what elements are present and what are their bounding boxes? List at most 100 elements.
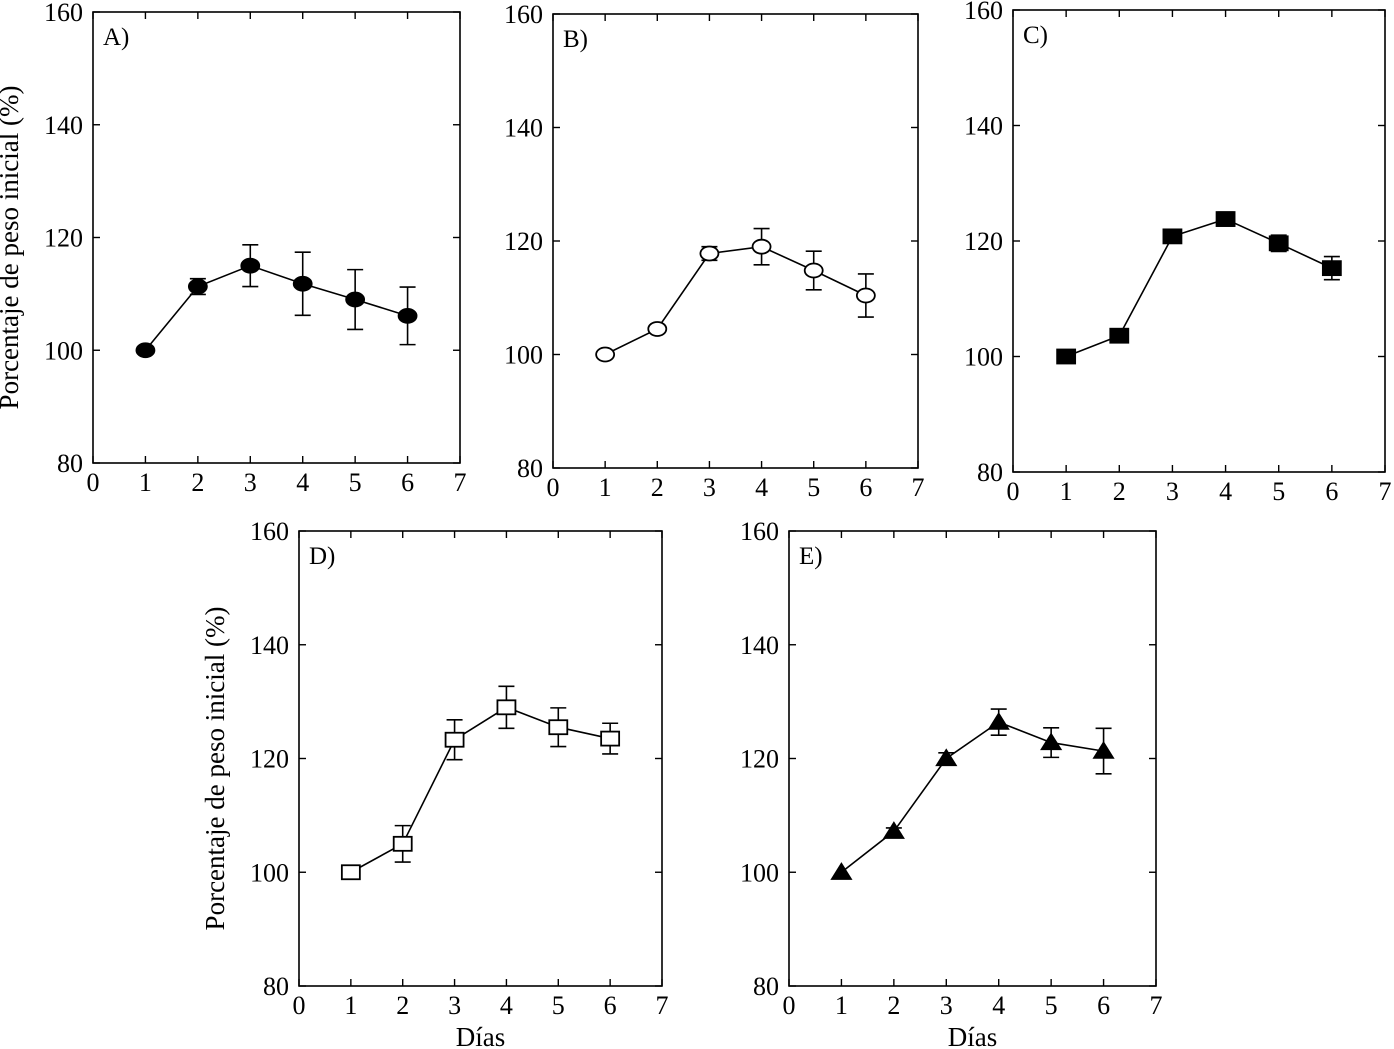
data-point bbox=[1162, 228, 1183, 245]
y-tick-label: 100 bbox=[740, 858, 779, 887]
x-tick-label: 1 bbox=[344, 991, 357, 1020]
data-point bbox=[187, 278, 208, 295]
x-tick-label: 2 bbox=[191, 468, 204, 497]
y-tick-label: 160 bbox=[964, 0, 1003, 25]
x-tick-label: 7 bbox=[656, 991, 669, 1020]
panel-label: E) bbox=[799, 543, 823, 570]
y-tick-label: 120 bbox=[964, 227, 1003, 256]
data-point bbox=[600, 730, 621, 747]
x-tick-label: 7 bbox=[1379, 477, 1392, 506]
panel-label: B) bbox=[563, 26, 588, 53]
data-point bbox=[1040, 732, 1063, 751]
plot-frame bbox=[1012, 9, 1386, 473]
chart-panel-b: 0 1 2 3 4 5 6 7 80 100 120 140 160 B) bbox=[504, 0, 925, 502]
series-line bbox=[144, 264, 408, 351]
chart-panel-c: 0 1 2 3 4 5 6 7 80 100 120 140 160 C) bbox=[964, 0, 1392, 506]
y-tick-label: 160 bbox=[44, 0, 83, 27]
y-tick-label: 120 bbox=[740, 745, 779, 774]
x-tick-label: 7 bbox=[912, 473, 925, 502]
data-point bbox=[340, 864, 361, 881]
data-point bbox=[345, 291, 366, 308]
plot-frame bbox=[552, 13, 919, 469]
data-point bbox=[751, 238, 772, 255]
data-point bbox=[1215, 211, 1236, 227]
x-tick-label: 5 bbox=[349, 468, 362, 497]
y-tick-label: 160 bbox=[740, 517, 779, 546]
y-tick-label: 120 bbox=[44, 224, 83, 253]
data-point bbox=[496, 699, 517, 716]
y-tick-label: 120 bbox=[504, 227, 543, 256]
y-tick-label: 140 bbox=[504, 114, 543, 143]
panel-label: A) bbox=[103, 24, 129, 51]
y-tick-label: 120 bbox=[250, 745, 289, 774]
x-tick-label: 7 bbox=[454, 468, 467, 497]
chart-panel-a: 0 1 2 3 4 5 6 7 80 100 120 140 160 A) Porcentaje de pe… bbox=[0, 0, 467, 497]
x-tick-label: 2 bbox=[1113, 477, 1126, 506]
y-axis-title: Porcentaje de peso inicial (%) bbox=[0, 86, 24, 410]
data-point bbox=[397, 307, 418, 324]
x-tick-label: 0 bbox=[87, 468, 100, 497]
x-tick-label: 2 bbox=[396, 991, 409, 1020]
data-point bbox=[444, 731, 465, 748]
x-tick-label: 6 bbox=[604, 991, 617, 1020]
data-point bbox=[935, 748, 958, 767]
data-point bbox=[135, 342, 156, 359]
data-point bbox=[830, 862, 853, 880]
x-tick-label: 0 bbox=[293, 991, 306, 1020]
x-tick-label: 4 bbox=[755, 473, 768, 502]
y-tick-label: 100 bbox=[964, 343, 1003, 372]
data-point bbox=[292, 275, 313, 292]
x-axis-title: Días bbox=[456, 1022, 506, 1049]
plot-frame bbox=[92, 11, 461, 464]
y-tick-label: 140 bbox=[740, 631, 779, 660]
x-tick-label: 1 bbox=[1060, 477, 1073, 506]
y-tick-label: 100 bbox=[250, 858, 289, 887]
x-tick-label: 7 bbox=[1150, 991, 1163, 1020]
y-tick-label: 80 bbox=[753, 972, 779, 1001]
x-tick-label: 3 bbox=[1166, 477, 1179, 506]
series-line bbox=[1065, 218, 1333, 358]
x-tick-label: 3 bbox=[448, 991, 461, 1020]
y-tick-label: 140 bbox=[44, 111, 83, 140]
x-tick-label: 0 bbox=[1007, 477, 1020, 506]
x-tick-label: 1 bbox=[599, 473, 612, 502]
data-point bbox=[595, 346, 616, 363]
x-tick-label: 6 bbox=[1325, 477, 1338, 506]
x-tick-label: 5 bbox=[1045, 991, 1058, 1020]
x-tick-label: 6 bbox=[401, 468, 414, 497]
data-point bbox=[240, 257, 261, 274]
data-point bbox=[1109, 327, 1130, 344]
y-tick-label: 160 bbox=[250, 517, 289, 546]
panel-label: D) bbox=[309, 543, 335, 570]
x-tick-label: 3 bbox=[244, 468, 257, 497]
x-tick-label: 3 bbox=[703, 473, 716, 502]
data-point bbox=[803, 262, 824, 279]
y-tick-label: 140 bbox=[964, 112, 1003, 141]
y-tick-label: 80 bbox=[57, 449, 83, 478]
x-tick-label: 3 bbox=[940, 991, 953, 1020]
y-tick-label: 160 bbox=[504, 0, 543, 29]
data-point bbox=[392, 835, 413, 852]
panel-label: C) bbox=[1023, 22, 1048, 49]
data-point bbox=[987, 711, 1010, 730]
chart-panel-d: 0 1 2 3 4 5 6 7 80 100 120 140 160 D) Porcentaje de pe… bbox=[200, 517, 669, 1049]
x-tick-label: 4 bbox=[500, 991, 513, 1020]
x-tick-label: 2 bbox=[887, 991, 900, 1020]
x-tick-label: 5 bbox=[1272, 477, 1285, 506]
x-tick-label: 4 bbox=[296, 468, 309, 497]
y-tick-label: 80 bbox=[977, 458, 1003, 487]
series-line bbox=[350, 706, 611, 873]
data-point bbox=[1092, 740, 1115, 759]
y-tick-label: 80 bbox=[517, 454, 543, 483]
data-point bbox=[1056, 348, 1077, 365]
data-point bbox=[855, 287, 876, 304]
x-tick-label: 4 bbox=[1219, 477, 1232, 506]
x-tick-label: 0 bbox=[783, 991, 796, 1020]
y-tick-label: 80 bbox=[263, 972, 289, 1001]
x-tick-label: 6 bbox=[1097, 991, 1110, 1020]
data-point bbox=[1268, 235, 1289, 252]
data-point bbox=[548, 719, 569, 736]
x-tick-label: 1 bbox=[835, 991, 848, 1020]
chart-panel-e: 0 1 2 3 4 5 6 7 80 100 120 140 160 E) Días bbox=[740, 517, 1163, 1049]
